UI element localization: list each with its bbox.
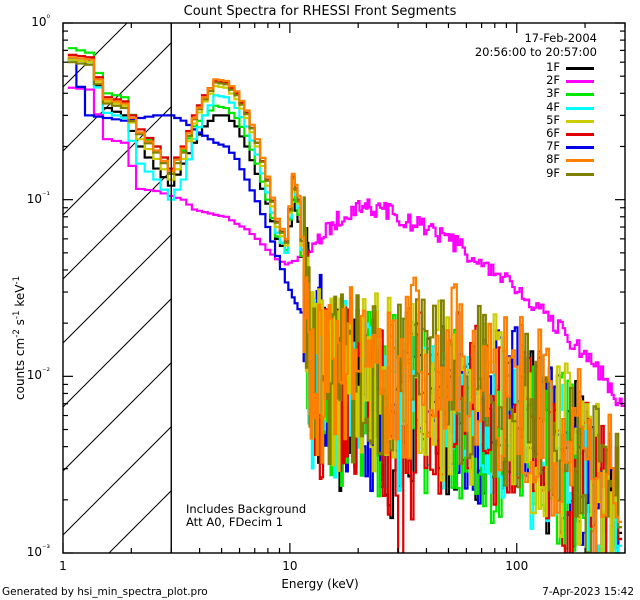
- annotation-attenuator-state: Att A0, FDecim 1: [186, 515, 284, 529]
- legend-swatch-7F: [566, 146, 594, 150]
- legend-label-6F: 6F: [546, 126, 560, 140]
- legend-swatch-1F: [566, 67, 594, 70]
- legend-swatch-9F: [566, 172, 594, 176]
- page-title: Count Spectra for RHESSI Front Segments: [183, 4, 457, 19]
- x-axis-label: Energy (keV): [281, 577, 359, 591]
- annotation-includes-background: Includes Background: [186, 502, 307, 516]
- legend-label-9F: 9F: [546, 165, 560, 180]
- legend-label-2F: 2F: [546, 73, 560, 88]
- legend-label-8F: 8F: [546, 152, 560, 167]
- observation-time-range: 20:56:00 to 20:57:00: [474, 45, 597, 59]
- y-tick-label: 10⁰: [31, 14, 50, 29]
- legend-swatch-5F: [566, 119, 594, 123]
- legend-label-1F: 1F: [546, 60, 560, 74]
- footer-timestamp: 7-Apr-2023 15:42: [542, 586, 634, 598]
- series-line-2F: [67, 86, 625, 408]
- legend-swatch-3F: [566, 93, 594, 97]
- legend-swatch-2F: [566, 80, 594, 84]
- y-tick-label: 10⁻³: [26, 544, 50, 559]
- y-tick-label: 10⁻²: [26, 367, 50, 383]
- footer-generator: Generated by hsi_min_spectra_plot.pro: [2, 586, 208, 598]
- legend-label-5F: 5F: [546, 112, 560, 127]
- y-tick-label: 10⁻¹: [26, 190, 50, 206]
- x-tick-label: 100: [505, 559, 529, 573]
- x-tick-label: 1: [59, 559, 67, 573]
- series-line-8F: [67, 56, 623, 553]
- legend-swatch-4F: [566, 106, 594, 110]
- legend-label-7F: 7F: [546, 139, 560, 154]
- observation-date: 17-Feb-2004: [524, 31, 597, 45]
- legend-swatch-6F: [566, 133, 594, 136]
- legend-label-4F: 4F: [546, 99, 560, 114]
- x-tick-label: 10: [282, 559, 298, 573]
- y-axis-label: counts cm-2 s-1 keV-1: [12, 275, 27, 400]
- legend-swatch-8F: [566, 159, 594, 163]
- legend-label-3F: 3F: [546, 86, 560, 101]
